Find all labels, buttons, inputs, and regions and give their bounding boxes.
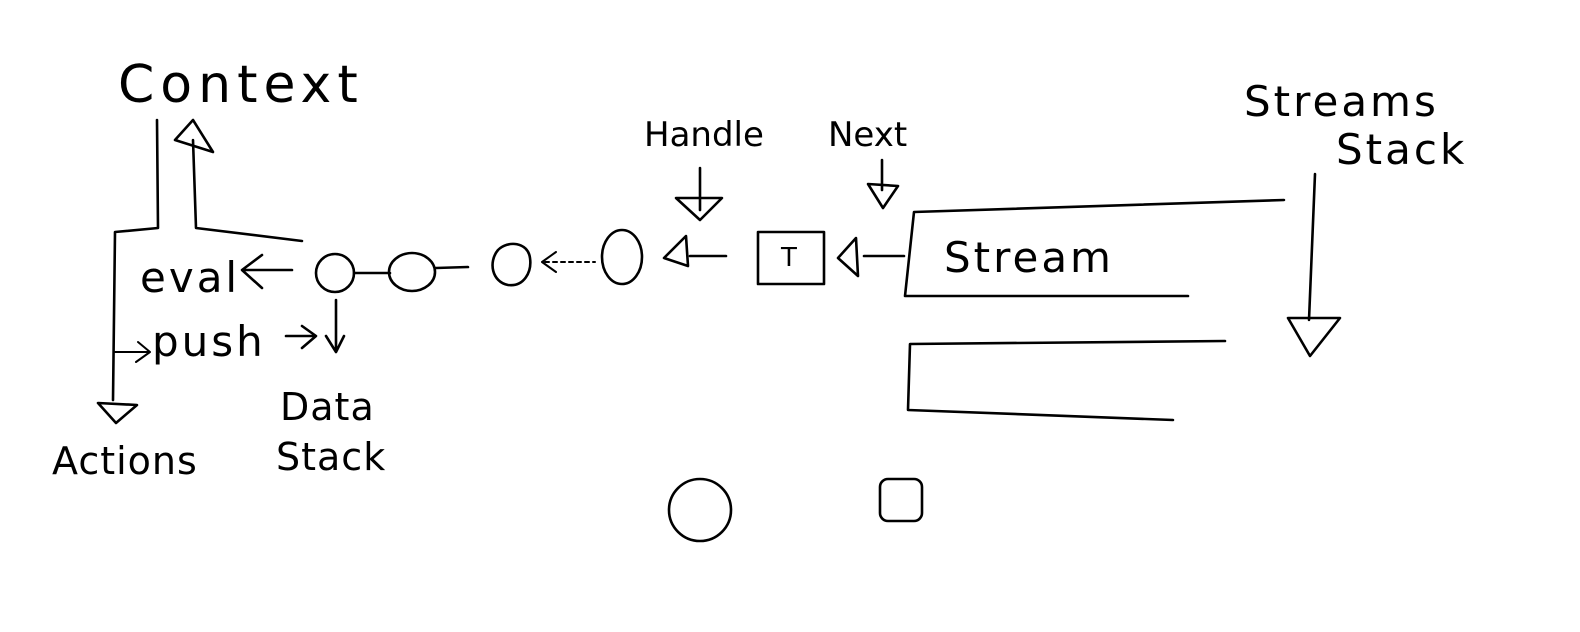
context-label: Context xyxy=(118,55,364,115)
eval-arrow-icon xyxy=(240,253,294,290)
chain-dashed-arrow-icon xyxy=(541,251,557,273)
stream-layer-upper xyxy=(903,198,1286,298)
push-arrow-icon xyxy=(284,324,318,350)
node-chain xyxy=(314,228,644,294)
square-shape-icon xyxy=(878,477,924,523)
chain-node-3 xyxy=(491,242,532,287)
chain-node-1 xyxy=(314,252,356,294)
handle-arrow-icon xyxy=(674,166,724,222)
streams-stack-label-line1: Streams xyxy=(1244,77,1439,126)
circle-shape-icon xyxy=(667,477,733,543)
eval-to-context-line xyxy=(191,138,304,243)
token-label: T xyxy=(780,243,797,273)
context-connectors xyxy=(96,118,304,425)
actions-arrow-icon xyxy=(96,401,139,425)
streams-stack-line xyxy=(1307,172,1317,322)
token-box xyxy=(756,230,826,286)
handle-label: Handle xyxy=(644,115,764,155)
next-label: Next xyxy=(828,115,907,155)
chain-link-2 xyxy=(434,265,470,270)
next-inbound-arrow-icon xyxy=(836,236,906,278)
push-entry-arrow-icon xyxy=(114,341,151,363)
context-to-actions-line xyxy=(111,118,160,402)
data-stack-down-arrow-icon xyxy=(324,298,346,354)
stream-label: Stream xyxy=(944,233,1114,282)
data-stack-label-line1: Data xyxy=(280,385,375,429)
eval-label: eval xyxy=(140,253,240,302)
data-stack-label-line2: Stack xyxy=(276,435,386,479)
stream-layer-lower xyxy=(906,339,1227,422)
context-arrow-icon xyxy=(173,118,215,154)
streams-stack-label-line2: Stack xyxy=(1336,125,1467,174)
chain-node-2 xyxy=(387,251,437,293)
actions-label: Actions xyxy=(52,439,198,483)
push-label: push xyxy=(152,317,266,366)
next-arrow-icon xyxy=(866,158,900,210)
chain-node-4 xyxy=(600,228,644,286)
streams-stack-arrow-icon xyxy=(1286,316,1342,358)
handle-inbound-arrow-icon xyxy=(662,234,728,268)
